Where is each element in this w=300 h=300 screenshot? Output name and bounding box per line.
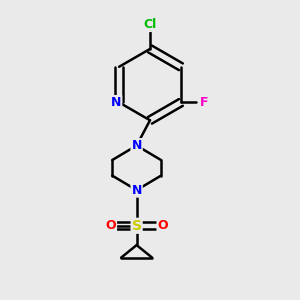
Text: Cl: Cl (143, 18, 157, 31)
Text: N: N (131, 139, 142, 152)
Text: O: O (158, 219, 168, 232)
Text: O: O (105, 219, 116, 232)
Text: S: S (132, 219, 142, 233)
Text: F: F (200, 96, 208, 109)
Text: N: N (131, 184, 142, 196)
Text: N: N (111, 96, 121, 109)
Text: O: O (106, 219, 116, 232)
